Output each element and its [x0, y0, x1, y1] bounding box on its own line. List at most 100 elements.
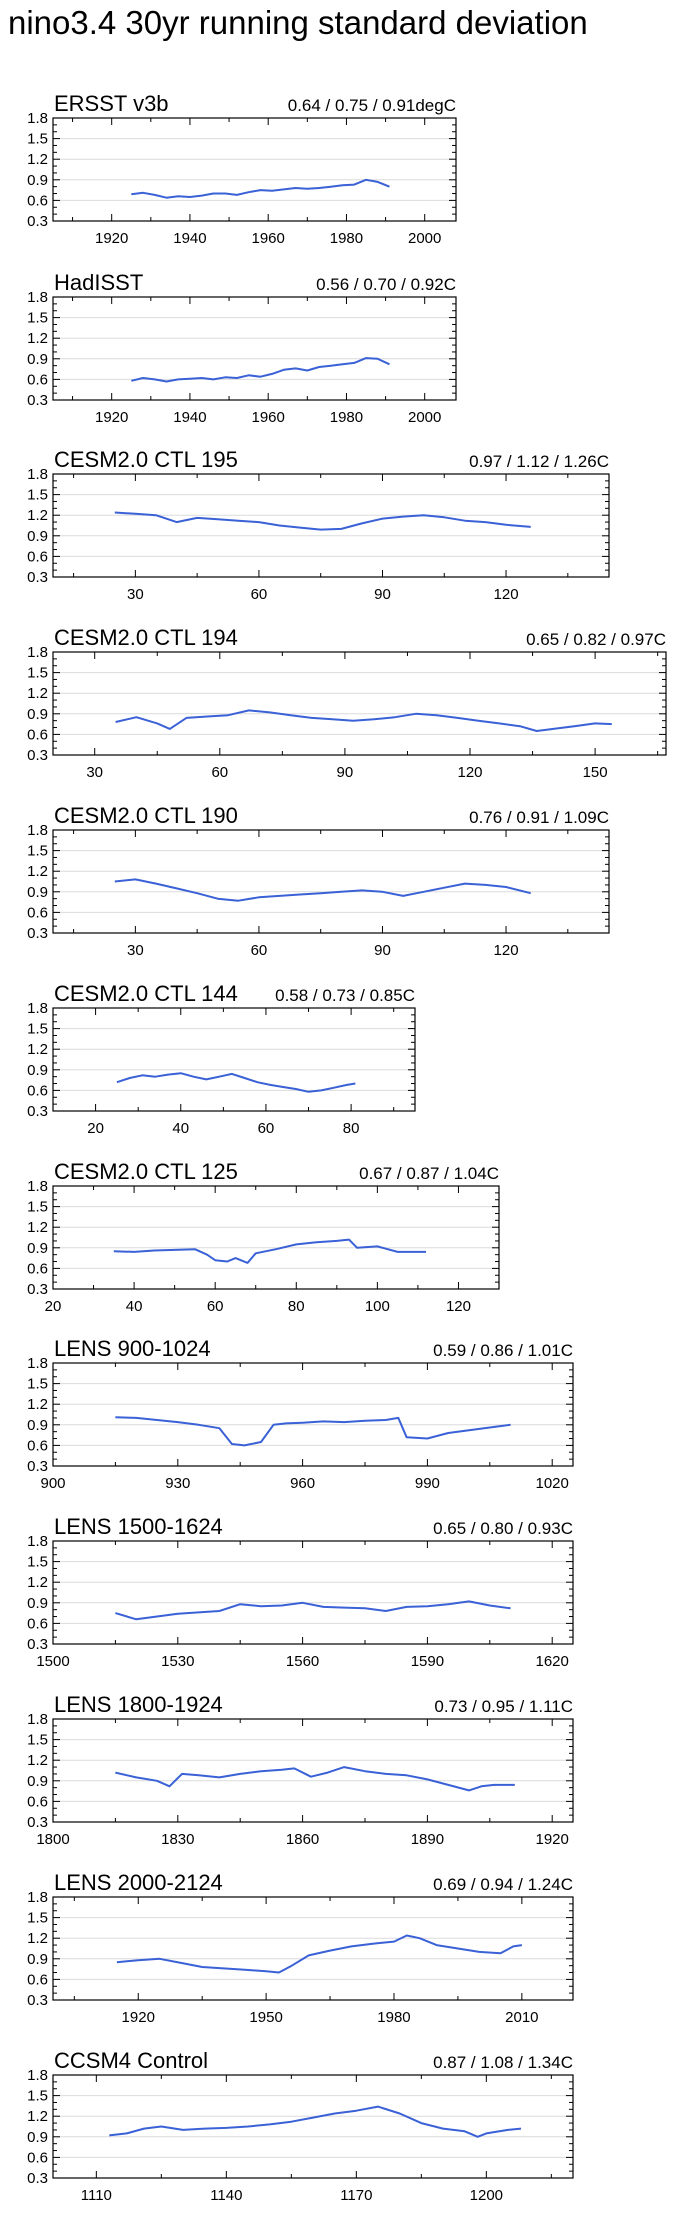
y-tick-label: 1.8 — [27, 822, 48, 839]
series-line — [115, 1766, 515, 1792]
x-tick-label: 1980 — [330, 230, 363, 247]
chart-panel-8: 0.3 0.6 0.9 1.2 1.5 1.8 900 930 960 990 1020 LENS 9… — [27, 1336, 574, 1492]
y-tick-label: 1.5 — [27, 843, 48, 860]
series-line — [115, 1416, 511, 1447]
y-tick-label: 0.3 — [27, 1814, 48, 1831]
series-line — [114, 878, 531, 902]
y-tick-label: 1.2 — [27, 1219, 48, 1236]
y-tick-label: 0.6 — [27, 904, 48, 921]
y-tick-label: 1.8 — [27, 289, 48, 306]
y-tick-label: 0.3 — [27, 747, 48, 764]
y-tick-label: 0.6 — [27, 192, 48, 209]
y-tick-label: 1.5 — [27, 1199, 48, 1216]
y-tick-label: 0.9 — [27, 1951, 48, 1968]
x-tick-label: 1980 — [330, 409, 363, 426]
x-tick-label: 2000 — [408, 230, 441, 247]
panel-title: CCSM4 Control — [54, 2048, 208, 2073]
y-tick-label: 1.2 — [27, 1041, 48, 1058]
y-tick-label: 1.5 — [27, 2088, 48, 2105]
panel-stats: 0.76 / 0.91 / 1.09C — [469, 808, 609, 827]
y-tick-label: 0.3 — [27, 1281, 48, 1298]
plot-frame — [52, 1896, 574, 2001]
y-tick-label: 1.8 — [27, 2067, 48, 2084]
x-tick-label: 1020 — [536, 1475, 569, 1492]
x-tick-label: 60 — [251, 586, 268, 603]
x-tick-label: 60 — [258, 1120, 275, 1137]
x-tick-label: 90 — [337, 764, 354, 781]
y-tick-label: 0.3 — [27, 213, 48, 230]
y-tick-label: 1.8 — [27, 1533, 48, 1550]
y-tick-label: 1.8 — [27, 1355, 48, 1372]
y-tick-label: 1.8 — [27, 466, 48, 483]
panel-stats: 0.64 / 0.75 / 0.91degC — [288, 96, 456, 115]
x-tick-label: 1920 — [95, 409, 128, 426]
x-tick-label: 60 — [211, 764, 228, 781]
series-line — [115, 709, 612, 732]
series-line — [115, 1600, 511, 1621]
y-tick-label: 1.8 — [27, 644, 48, 661]
y-tick-label: 0.6 — [27, 726, 48, 743]
y-tick-label: 0.9 — [27, 706, 48, 723]
series-line — [131, 178, 390, 199]
series-line — [109, 2105, 522, 2138]
y-tick-label: 0.3 — [27, 2170, 48, 2187]
x-tick-label: 960 — [290, 1475, 315, 1492]
plot-frame — [52, 296, 457, 401]
y-tick-label: 1.5 — [27, 487, 48, 504]
y-tick-label: 1.8 — [27, 1178, 48, 1195]
panel-stats: 0.87 / 1.08 / 1.34C — [433, 2053, 573, 2072]
x-tick-label: 1800 — [36, 1831, 69, 1848]
y-tick-label: 0.6 — [27, 1793, 48, 1810]
x-tick-label: 1500 — [36, 1653, 69, 1670]
panel-title: LENS 1500-1624 — [54, 1514, 223, 1539]
y-tick-label: 1.2 — [27, 2108, 48, 2125]
y-tick-label: 0.3 — [27, 1992, 48, 2009]
y-tick-label: 0.6 — [27, 2149, 48, 2166]
y-tick-label: 1.5 — [27, 1376, 48, 1393]
y-tick-label: 1.8 — [27, 1889, 48, 1906]
y-tick-label: 0.6 — [27, 1615, 48, 1632]
y-tick-label: 0.6 — [27, 371, 48, 388]
plot-frame — [52, 1362, 574, 1467]
panel-title: CESM2.0 CTL 125 — [54, 1159, 238, 1184]
x-tick-label: 90 — [374, 586, 391, 603]
y-tick-label: 1.2 — [27, 863, 48, 880]
panel-title: LENS 1800-1924 — [54, 1692, 223, 1717]
y-tick-label: 0.9 — [27, 351, 48, 368]
y-tick-label: 1.2 — [27, 507, 48, 524]
y-tick-label: 1.5 — [27, 1732, 48, 1749]
x-tick-label: 1860 — [286, 1831, 319, 1848]
y-tick-label: 1.2 — [27, 1574, 48, 1591]
x-tick-label: 1920 — [95, 230, 128, 247]
y-tick-label: 1.5 — [27, 1554, 48, 1571]
plot-frame — [52, 651, 667, 756]
chart-panel-9: 0.3 0.6 0.9 1.2 1.5 1.8 1500 1530 1560 1590 1620 LE… — [27, 1514, 574, 1670]
panel-stats: 0.65 / 0.82 / 0.97C — [526, 630, 666, 649]
x-tick-label: 1170 — [340, 2187, 372, 2204]
plot-frame — [52, 1185, 500, 1290]
x-tick-label: 120 — [446, 1298, 471, 1315]
x-tick-label: 1920 — [536, 1831, 569, 1848]
plot-frame — [52, 1718, 574, 1823]
y-tick-label: 1.2 — [27, 1752, 48, 1769]
y-tick-label: 1.2 — [27, 1930, 48, 1947]
x-tick-label: 1140 — [210, 2187, 242, 2204]
chart-panel-11: 0.3 0.6 0.9 1.2 1.5 1.8 1920 1950 1980 2010 LENS 2… — [27, 1870, 574, 2026]
x-tick-label: 90 — [374, 942, 391, 959]
y-tick-label: 1.2 — [27, 1396, 48, 1413]
x-tick-label: 930 — [165, 1475, 190, 1492]
y-tick-label: 1.2 — [27, 151, 48, 168]
y-tick-label: 0.3 — [27, 1636, 48, 1653]
y-tick-label: 1.8 — [27, 1711, 48, 1728]
y-tick-label: 0.6 — [27, 1082, 48, 1099]
x-tick-label: 1560 — [286, 1653, 319, 1670]
panel-stats: 0.97 / 1.12 / 1.26C — [469, 452, 609, 471]
y-tick-label: 0.3 — [27, 925, 48, 942]
x-tick-label: 120 — [457, 764, 482, 781]
panel-stats: 0.58 / 0.73 / 0.85C — [275, 986, 415, 1005]
x-tick-label: 1590 — [411, 1653, 444, 1670]
y-tick-label: 0.3 — [27, 1103, 48, 1120]
y-tick-label: 1.5 — [27, 1021, 48, 1038]
x-tick-label: 120 — [494, 942, 519, 959]
y-tick-label: 1.5 — [27, 1910, 48, 1927]
